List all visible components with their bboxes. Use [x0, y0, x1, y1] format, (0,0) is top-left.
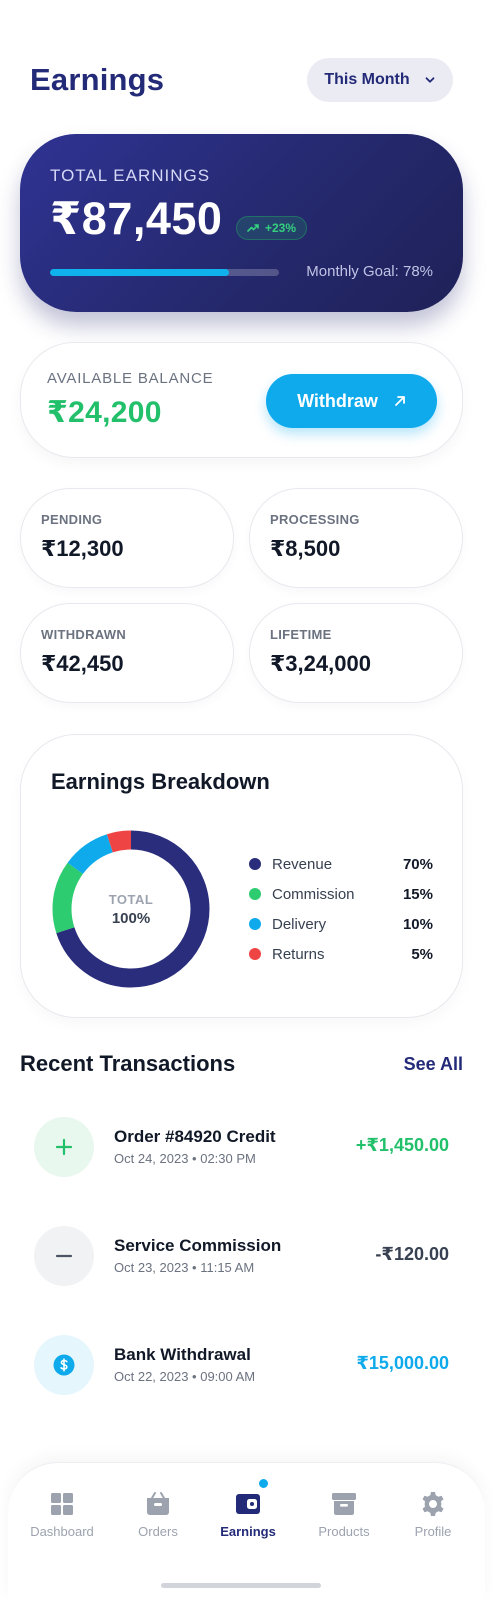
transaction-icon-wrap [34, 1335, 94, 1395]
transaction-name: Bank Withdrawal [114, 1345, 251, 1364]
nav-item-orders[interactable]: Orders [112, 1491, 204, 1551]
chevron-down-icon [425, 77, 435, 83]
page-title: Earnings [30, 62, 165, 97]
transaction-name: Order #84920 Credit [114, 1127, 276, 1146]
goal-progress-fill [50, 269, 229, 276]
notification-dot [259, 1479, 268, 1488]
legend-percent: 5% [411, 945, 433, 963]
transaction-amount: ₹15,000.00 [356, 1353, 449, 1373]
trending-up-icon [247, 224, 259, 232]
basket-icon [147, 1492, 169, 1515]
transaction-icon-wrap [34, 1226, 94, 1286]
donut-center: TOTAL 100% [49, 827, 213, 991]
goal-progress-bar [50, 269, 279, 276]
stat-value: ₹8,500 [270, 536, 341, 561]
transaction-icon-wrap [34, 1117, 94, 1177]
bottom-navigation: Dashboard Orders Earnings Products Profi… [8, 1462, 485, 1600]
transaction-row[interactable]: Bank Withdrawal Oct 22, 2023 • 09:00 AM … [34, 1334, 449, 1396]
recent-transactions-title: Recent Transactions [20, 1051, 236, 1076]
legend-item-delivery: Delivery 10% [249, 909, 433, 939]
nav-label: Dashboard [30, 1524, 94, 1539]
transaction-amount: +₹1,450.00 [355, 1135, 449, 1155]
legend-percent: 70% [402, 855, 433, 873]
wallet-icon [236, 1494, 260, 1514]
legend-item-commission: Commission 15% [249, 879, 433, 909]
nav-item-earnings[interactable]: Earnings [202, 1479, 294, 1551]
growth-badge-label: +23% [265, 221, 297, 235]
transaction-date: Oct 22, 2023 • 09:00 AM [114, 1369, 256, 1384]
breakdown-donut-chart [52, 830, 210, 988]
nav-item-dashboard[interactable]: Dashboard [16, 1491, 108, 1551]
legend-item-returns: Returns 5% [249, 939, 433, 969]
arrow-up-right-icon [395, 396, 405, 406]
legend-name: Delivery [272, 915, 327, 933]
see-all-link[interactable]: See All [403, 1053, 463, 1074]
legend-name: Returns [272, 945, 325, 963]
home-indicator [161, 1583, 321, 1588]
legend-dot [249, 858, 261, 870]
growth-badge: +23% [236, 216, 308, 240]
nav-label: Earnings [220, 1524, 276, 1539]
legend-name: Revenue [272, 855, 333, 873]
stat-label: PENDING [41, 512, 103, 527]
archive-box-icon [332, 1493, 356, 1515]
plus-icon [55, 1138, 73, 1156]
dollar-icon [53, 1354, 75, 1376]
total-earnings-label: TOTAL EARNINGS [50, 166, 211, 185]
donut-center-label: TOTAL [108, 891, 154, 907]
transaction-date: Oct 24, 2023 • 02:30 PM [114, 1151, 256, 1166]
period-selector[interactable]: This Month [307, 58, 453, 102]
nav-item-profile[interactable]: Profile [387, 1491, 479, 1551]
stat-card-lifetime: LIFETIME ₹3,24,000 [249, 603, 463, 703]
goal-text: Monthly Goal: 78% [306, 263, 433, 280]
earnings-breakdown-card: Earnings Breakdown TOTAL 100% Revenue 70… [20, 734, 463, 1018]
total-earnings-amount: ₹87,450 [50, 193, 223, 244]
legend-percent: 10% [402, 915, 433, 933]
stat-label: PROCESSING [270, 512, 360, 527]
stat-label: WITHDRAWN [41, 627, 127, 642]
available-balance-label: AVAILABLE BALANCE [47, 370, 214, 387]
stat-card-processing: PROCESSING ₹8,500 [249, 488, 463, 588]
legend-item-revenue: Revenue 70% [249, 849, 433, 879]
legend-dot [249, 918, 261, 930]
transaction-amount: -₹120.00 [375, 1244, 449, 1264]
stat-value: ₹42,450 [41, 651, 124, 676]
withdraw-button-label: Withdraw [297, 390, 378, 411]
legend-dot [249, 888, 261, 900]
stat-label: LIFETIME [270, 627, 332, 642]
nav-label: Products [318, 1524, 370, 1539]
gear-icon [422, 1492, 444, 1516]
recent-transactions-header: Recent Transactions See All [20, 1048, 463, 1080]
donut-center-value: 100% [111, 909, 151, 927]
donut-slice-commission [52, 830, 210, 988]
breakdown-title: Earnings Breakdown [51, 769, 270, 794]
donut-slice-returns [52, 830, 210, 988]
nav-label: Orders [138, 1524, 178, 1539]
total-earnings-card: TOTAL EARNINGS ₹87,450 +23% Monthly Goal… [20, 134, 463, 312]
withdraw-button[interactable]: Withdraw [266, 374, 437, 428]
available-balance-card: AVAILABLE BALANCE ₹24,200 Withdraw [20, 342, 463, 458]
legend-dot [249, 948, 261, 960]
stat-value: ₹3,24,000 [270, 651, 371, 676]
minus-icon [55, 1254, 73, 1258]
transaction-date: Oct 23, 2023 • 11:15 AM [114, 1260, 255, 1275]
transaction-row[interactable]: Service Commission Oct 23, 2023 • 11:15 … [34, 1225, 449, 1287]
breakdown-legend: Revenue 70% Commission 15% Delivery 10% … [249, 849, 433, 969]
nav-item-products[interactable]: Products [298, 1491, 390, 1551]
legend-name: Commission [272, 885, 355, 903]
nav-label: Profile [414, 1524, 452, 1539]
header: Earnings This Month [30, 52, 453, 108]
legend-percent: 15% [402, 885, 433, 903]
transaction-name: Service Commission [114, 1236, 282, 1255]
available-balance-amount: ₹24,200 [47, 396, 162, 429]
transaction-row[interactable]: Order #84920 Credit Oct 24, 2023 • 02:30… [34, 1116, 449, 1178]
period-selector-label: This Month [324, 71, 410, 88]
stat-card-withdrawn: WITHDRAWN ₹42,450 [20, 603, 234, 703]
grid-icon [51, 1493, 73, 1515]
stat-value: ₹12,300 [41, 536, 124, 561]
stat-card-pending: PENDING ₹12,300 [20, 488, 234, 588]
